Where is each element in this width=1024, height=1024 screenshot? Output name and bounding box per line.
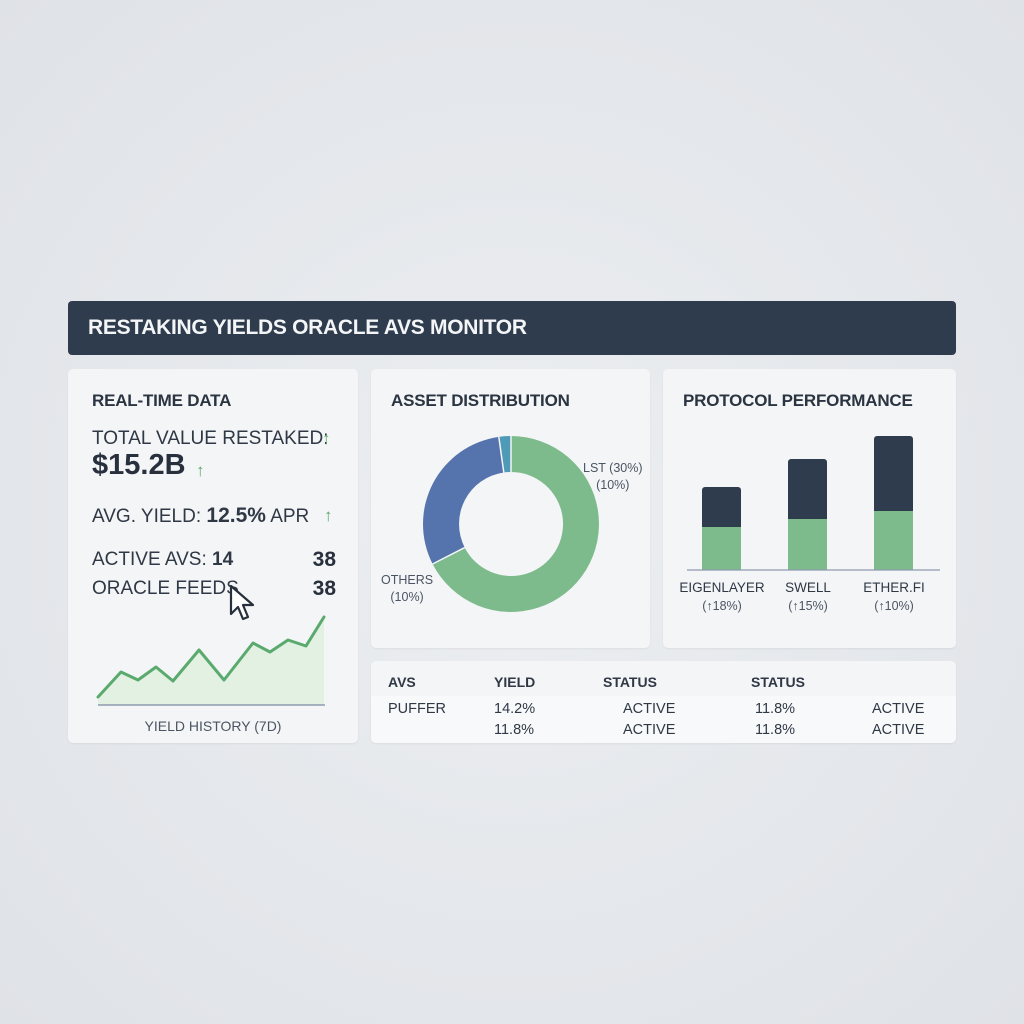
lst-label: LST (30%) (10%): [583, 460, 643, 494]
active-avs-value: 14: [212, 549, 234, 570]
yield-history-sparkline: [96, 615, 326, 706]
asset-donut-chart: [423, 436, 599, 612]
avg-yield-unit: APR: [270, 506, 310, 527]
bar-label-etherfi: ETHER.FI (↑10%): [849, 579, 939, 615]
column-header-status-2: STATUS: [751, 674, 805, 690]
realtime-data-card: REAL-TIME DATA TOTAL VALUE RESTAKED: ↑ $…: [68, 369, 358, 743]
others-label-sub: (10%): [390, 590, 424, 604]
bar-label-eigenlayer: EIGENLAYER (↑18%): [677, 579, 767, 615]
up-arrow-icon: ↑: [196, 461, 205, 480]
table-body: [371, 696, 956, 743]
asset-distribution-card: ASSET DISTRIBUTION LST (30%) (10%) OTHER…: [371, 369, 650, 648]
bar-name: SWELL: [785, 580, 831, 595]
cell-yield: 11.8%: [494, 722, 535, 738]
column-header-avs: AVS: [388, 674, 416, 690]
avs-table: AVS YIELD STATUS STATUS PUFFER 14.2% ACT…: [371, 661, 956, 743]
protocol-bar-chart: [687, 436, 940, 571]
sparkline-label: YIELD HISTORY (7D): [144, 718, 282, 734]
cell-yield: 14.2%: [494, 701, 536, 717]
bar-name: EIGENLAYER: [679, 580, 765, 595]
cell-value: 11.8%: [755, 701, 796, 717]
protocol-performance-card: PROTOCOL PERFORMANCE EIGENLAYER (↑18%) S…: [663, 369, 956, 648]
bar-change: (↑15%): [788, 599, 828, 613]
column-header-yield: YIELD: [494, 674, 536, 690]
column-header-status: STATUS: [603, 674, 657, 690]
cell-status: ACTIVE: [623, 722, 676, 738]
oracle-feeds-label: ORACLE FEEDS: [92, 578, 239, 599]
bar-change: (↑10%): [874, 599, 914, 613]
avg-yield-value: 12.5%: [206, 504, 266, 527]
card-title: PROTOCOL PERFORMANCE: [683, 391, 913, 410]
others-label: OTHERS (10%): [381, 572, 433, 606]
page-title: RESTAKING YIELDS ORACLE AVS MONITOR: [88, 316, 527, 339]
cell-status-2: ACTIVE: [872, 722, 925, 738]
up-arrow-icon: ↑: [324, 506, 333, 525]
cell-status: ACTIVE: [623, 701, 676, 717]
up-arrow-icon: ↑: [322, 429, 331, 448]
total-value-restaked-label: TOTAL VALUE RESTAKED:: [92, 428, 329, 449]
mouse-cursor-icon: [229, 584, 255, 621]
avg-yield-label: AVG. YIELD:: [92, 506, 202, 527]
cell-value: 11.8%: [755, 722, 796, 738]
oracle-feeds-value: 38: [312, 577, 336, 600]
avg-yield-row: AVG. YIELD: 12.5% APR: [92, 504, 309, 528]
bar-label-swell: SWELL (↑15%): [763, 579, 853, 615]
card-title: REAL-TIME DATA: [92, 391, 232, 410]
active-avs-label: ACTIVE AVS:: [92, 549, 207, 570]
cell-status-2: ACTIVE: [872, 701, 925, 717]
app-header: RESTAKING YIELDS ORACLE AVS MONITOR: [68, 301, 956, 355]
active-avs-row: ACTIVE AVS: 14: [92, 549, 233, 571]
card-title: ASSET DISTRIBUTION: [391, 391, 570, 410]
bar-name: ETHER.FI: [863, 580, 925, 595]
total-value-restaked-value: $15.2B: [92, 449, 186, 481]
others-label-text: OTHERS: [381, 573, 434, 587]
lst-label-text: LST (30%): [583, 461, 643, 475]
cell-avs: PUFFER: [388, 701, 446, 717]
lst-label-sub: (10%): [596, 478, 630, 492]
bar-change: (↑18%): [702, 599, 742, 613]
active-avs-right-value: 38: [312, 548, 336, 571]
